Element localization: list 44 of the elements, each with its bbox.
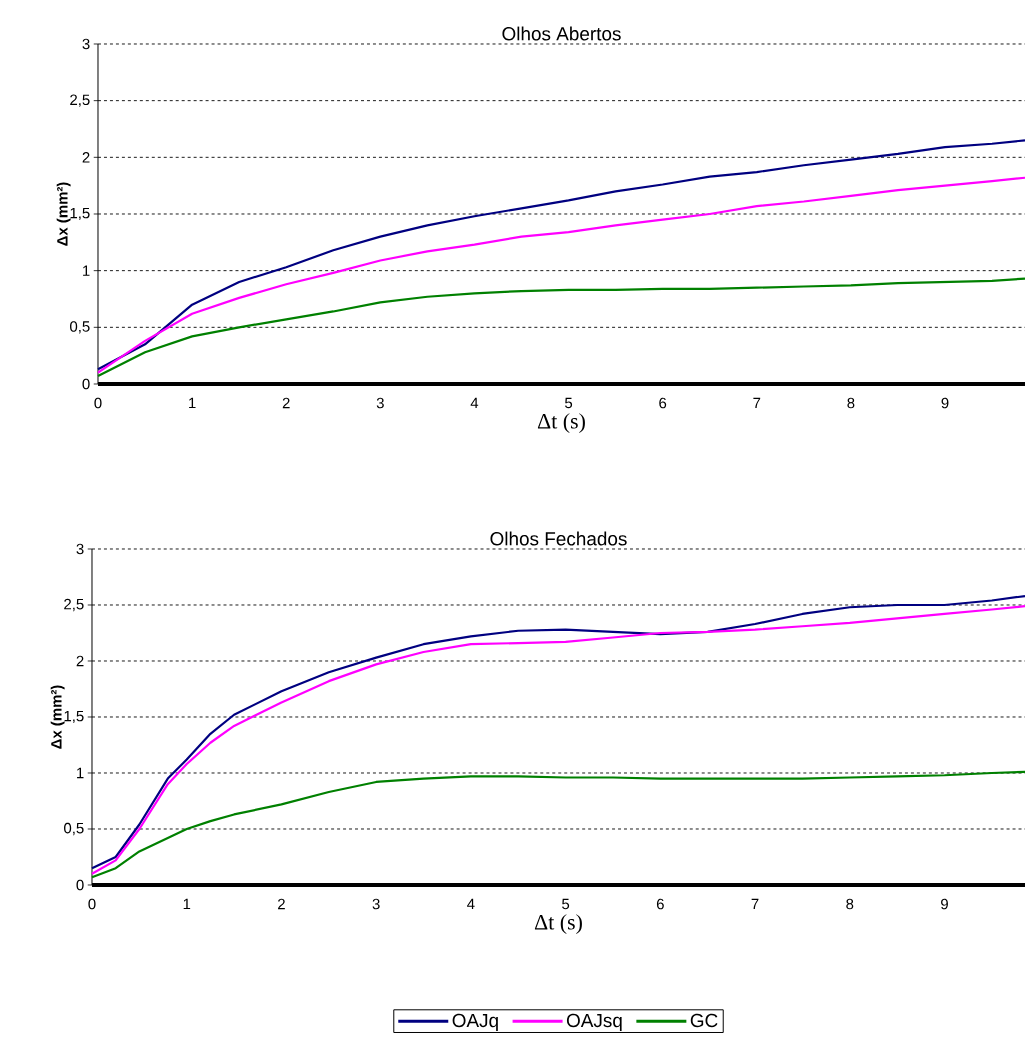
x-tick-label: 6 [659, 397, 667, 409]
x-tick-label: 7 [753, 397, 761, 409]
x-tick-label: 3 [376, 397, 384, 409]
x-tick-label: 5 [565, 397, 573, 409]
x-tick-label: 4 [470, 397, 479, 409]
x-tick-label: 5 [562, 898, 570, 910]
x-tick-label: 6 [656, 898, 664, 910]
y-tick-label: 2 [82, 152, 90, 163]
x-tick-label: 2 [282, 397, 290, 409]
legend-label: OAJq [452, 1013, 498, 1031]
y-tick-label: 2,5 [64, 598, 84, 612]
line-series [96, 176, 1025, 374]
x-tick-label: 0 [94, 397, 102, 409]
x-tick-label: 8 [846, 898, 854, 910]
y-axis-title: Δx (mm²) [56, 182, 71, 246]
y-tick-label: 2,5 [70, 94, 90, 107]
y-tick-label: 1 [77, 767, 84, 779]
y-tick-label: 3 [82, 38, 90, 50]
chart-title: Olhos Fechados [490, 531, 627, 546]
line-series [96, 139, 1025, 371]
y-tick-label: 2 [76, 655, 84, 667]
y-tick-label: 1 [83, 265, 90, 276]
y-axis-title: Δx (mm²) [50, 685, 65, 749]
x-tick-label: 4 [467, 898, 475, 910]
y-tick-label: 1,5 [64, 710, 84, 724]
x-tick-label: 9 [941, 397, 949, 409]
x-tick-label: 9 [941, 898, 948, 910]
x-tick-label: 1 [183, 898, 191, 910]
y-tick-label: 0,5 [64, 822, 84, 836]
y-tick-label: 0 [82, 378, 90, 390]
legend-label: OAJsq [566, 1013, 622, 1031]
x-tick-label: 3 [372, 898, 380, 910]
y-tick-label: 0 [76, 879, 84, 891]
x-tick-label: 1 [189, 397, 196, 409]
x-tick-label: 8 [847, 397, 855, 409]
chart-title: Olhos Abertos [502, 26, 621, 41]
x-tick-label: 2 [278, 898, 285, 910]
x-axis-title: Δt (s) [534, 914, 582, 935]
y-tick-label: 1,5 [70, 207, 90, 221]
legend-label: GC [690, 1013, 718, 1028]
y-tick-label: 0,5 [70, 321, 90, 334]
y-tick-label: 3 [76, 543, 84, 555]
x-axis-title: Δt (s) [537, 413, 585, 434]
x-tick-label: 7 [751, 898, 759, 910]
